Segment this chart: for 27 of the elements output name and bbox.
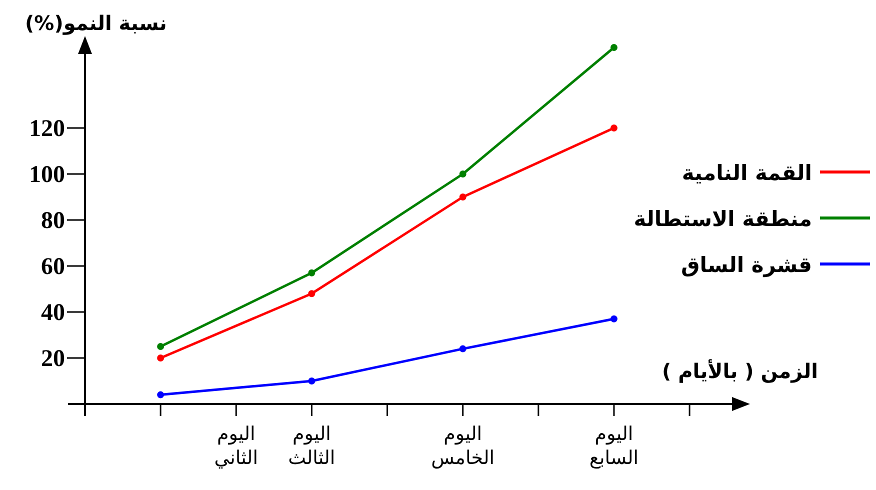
x-tick-label: اليوم الثاني — [214, 423, 258, 469]
point — [610, 44, 618, 51]
y-tick-label: 40 — [41, 300, 65, 326]
point — [308, 269, 316, 276]
point — [459, 170, 466, 178]
point — [308, 378, 316, 384]
point — [157, 354, 164, 362]
point — [157, 391, 164, 398]
point — [610, 124, 618, 132]
y-tick-label: 120 — [29, 116, 65, 142]
x-tick-label: اليوم السابع — [589, 423, 639, 469]
point — [459, 194, 466, 200]
point — [308, 290, 316, 298]
legend-label: القمة النامية — [682, 161, 812, 185]
point — [610, 315, 618, 322]
y-tick-label: 60 — [41, 254, 65, 280]
y-tick-label: 80 — [41, 208, 65, 234]
x-tick-label: اليوم الثالث — [288, 423, 336, 469]
legend-label: منطقة الاستطالة — [634, 207, 812, 231]
y-tick-label: 100 — [29, 162, 65, 188]
y-axis-title: نسبة النمو(%) — [25, 11, 167, 35]
y-tick-label: 20 — [41, 346, 65, 372]
point — [459, 345, 466, 352]
legend-label: قشرة الساق — [680, 253, 812, 278]
x-tick-label: اليوم الخامس — [431, 423, 495, 469]
x-axis-title: الزمن ( بالأيام ) — [662, 359, 818, 383]
point — [157, 343, 164, 350]
